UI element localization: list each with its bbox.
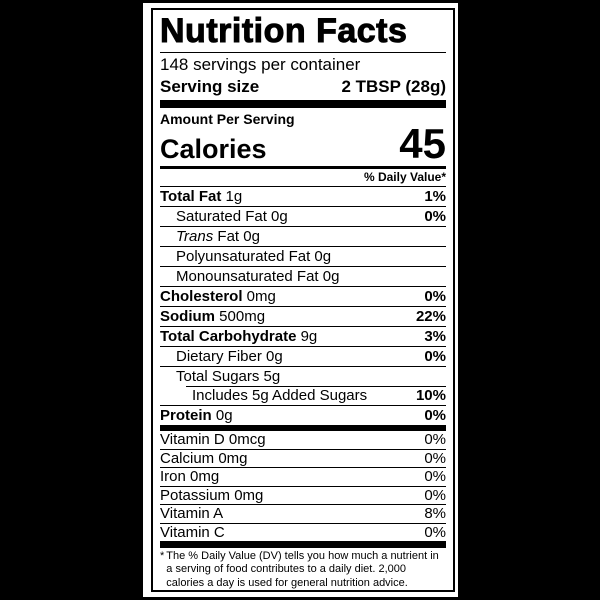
amount-per-serving-label: Amount Per Serving [160, 110, 295, 127]
daily-value-header: % Daily Value* [363, 170, 446, 185]
divider [160, 52, 446, 53]
vitamin-row: Vitamin A 8% [160, 504, 446, 523]
daily-value-percent: 0% [424, 523, 446, 541]
servings-per-container: 148 servings per container [160, 55, 361, 74]
nutrient-name: Total Carbohydrate 9g [160, 328, 318, 346]
vitamin-row: Calcium 0mg 0% [160, 448, 446, 468]
nutrient-name: Trans Fat 0g [176, 228, 260, 246]
calories-label: Calories [160, 133, 267, 164]
nutrient-name: Potassium 0mg [160, 486, 264, 504]
nutrient-name: Calcium 0mg [160, 449, 248, 467]
nutrient-row: Dietary Fiber 0g 0% [160, 346, 446, 366]
medium-divider-bar [160, 165, 446, 170]
nutrient-row: Sodium 500mg 22% [160, 306, 446, 326]
daily-value-percent: 0% [424, 288, 446, 306]
label-title: Nutrition Facts [160, 12, 408, 51]
daily-value-percent: 0% [424, 486, 446, 504]
nutrient-name: Monounsaturated Fat 0g [176, 268, 340, 286]
daily-value-percent: 22% [415, 308, 446, 326]
nutrient-row: Protein 0g 0% [160, 405, 446, 425]
nutrient-name: Includes 5g Added Sugars [192, 387, 368, 405]
vitamin-row: Iron 0mg 0% [160, 467, 446, 486]
daily-value-percent: 3% [424, 328, 446, 346]
vitamin-row: Vitamin D 0mcg 0% [160, 431, 446, 449]
daily-value-percent: 0% [424, 407, 446, 425]
nutrient-name: Total Fat 1g [160, 188, 243, 206]
serving-size-value: 2 TBSP (28g) [341, 77, 446, 96]
serving-size-label: Serving size [160, 77, 260, 96]
nutrient-name: Cholesterol 0mg [160, 288, 276, 306]
nutrient-row: Cholesterol 0mg 0% [160, 286, 446, 306]
footnote-asterisk: * [160, 549, 165, 562]
daily-value-percent: 0% [424, 208, 446, 226]
daily-value-percent: 1% [424, 188, 446, 206]
section-divider-bar [160, 425, 446, 432]
daily-value-percent: 10% [415, 387, 446, 405]
footnote: * The % Daily Value (DV) tells you how m… [160, 548, 446, 591]
calories-value: 45 [399, 119, 446, 167]
daily-value-percent: 8% [424, 505, 446, 523]
serving-size-row: Serving size 2 TBSP (28g) [160, 76, 446, 98]
vitamin-rows: Vitamin D 0mcg 0% Calcium 0mg 0% Iron 0mg 0% P… [160, 431, 446, 541]
footnote-text: The % Daily Value (DV) tells you how muc… [166, 549, 439, 589]
daily-value-percent: 0% [424, 468, 446, 486]
footnote-divider-bar [160, 541, 446, 548]
nutrient-row: Includes 5g Added Sugars 10% [160, 386, 446, 405]
thick-divider-bar [160, 100, 446, 108]
label-image-panel: Nutrition Facts 148 servings per contain… [143, 3, 458, 597]
vitamin-row: Vitamin C 0% [160, 522, 446, 542]
nutrient-name: Dietary Fiber 0g [176, 348, 283, 366]
nutrient-row: Total Fat 1g 1% [160, 186, 446, 206]
nutrient-name: Total Sugars 5g [176, 368, 281, 386]
nutrient-name: Vitamin D 0mcg [160, 431, 266, 449]
nutrition-facts-label: Nutrition Facts 148 servings per contain… [151, 8, 455, 592]
nutrient-name: Vitamin C [160, 523, 225, 541]
nutrient-row: Polyunsaturated Fat 0g [160, 246, 446, 266]
nutrient-name: Sodium 500mg [160, 308, 266, 326]
nutrient-name: Vitamin A [160, 505, 224, 523]
nutrient-name: Iron 0mg [160, 468, 220, 486]
nutrient-row: Total Sugars 5g [160, 366, 446, 386]
nutrient-name: Polyunsaturated Fat 0g [176, 248, 332, 266]
nutrient-name: Protein 0g [160, 407, 233, 425]
vitamin-row: Potassium 0mg 0% [160, 485, 446, 505]
nutrient-name: Saturated Fat 0g [176, 208, 288, 226]
nutrient-row: Monounsaturated Fat 0g [160, 266, 446, 286]
daily-value-percent: 0% [424, 431, 446, 449]
nutrient-row: Trans Fat 0g [160, 226, 446, 246]
nutrient-row: Saturated Fat 0g 0% [160, 206, 446, 226]
daily-value-percent: 0% [424, 348, 446, 366]
calories-row: Calories 45 [160, 119, 446, 167]
nutrient-rows: Total Fat 1g 1% Saturated Fat 0g 0% Trans Fa… [160, 186, 446, 425]
daily-value-percent: 0% [424, 449, 446, 467]
nutrient-row: Total Carbohydrate 9g 3% [160, 326, 446, 346]
